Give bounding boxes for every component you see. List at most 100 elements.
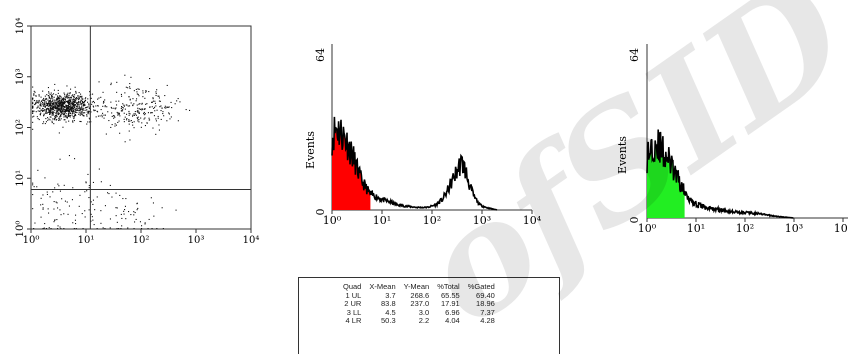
scatter-point	[154, 106, 156, 108]
scatter-point	[125, 104, 127, 106]
scatter-point	[57, 225, 59, 227]
scatter-point	[74, 219, 76, 221]
scatter-point	[60, 115, 62, 117]
scatter-point	[52, 104, 54, 106]
scatter-point	[42, 110, 44, 112]
scatter-point	[126, 119, 128, 121]
scatter-point	[122, 107, 124, 109]
scatter-point	[133, 121, 135, 123]
scatter-point	[59, 190, 61, 192]
scatter-point	[72, 121, 74, 123]
scatter-point	[88, 185, 90, 187]
scatter-point	[39, 114, 41, 116]
scatter-point	[98, 168, 100, 170]
scatter-point	[168, 106, 170, 108]
scatter-point	[116, 91, 118, 93]
scatter-point	[131, 121, 133, 123]
scatter-point	[129, 98, 131, 100]
scatter-point	[103, 117, 105, 119]
scatter-point	[39, 113, 41, 115]
hist-green-line	[646, 129, 794, 219]
scatter-point	[55, 201, 57, 203]
cell: 4.04	[445, 316, 460, 326]
scatter-point	[152, 202, 154, 204]
scatter-point	[113, 115, 115, 117]
scatter-point	[100, 109, 102, 111]
scatter-point	[68, 104, 70, 106]
scatter-point	[121, 110, 123, 112]
scatter-point	[73, 107, 75, 109]
scatter-point	[68, 110, 70, 112]
scatter-point	[136, 209, 138, 211]
scatter-point	[160, 118, 162, 120]
scatter-point	[57, 183, 59, 185]
scatter-point	[51, 114, 53, 116]
table-header-row: Quad X-Mean Y-Mean %Total %Gated	[339, 282, 499, 292]
scatter-point	[102, 227, 104, 229]
scatter-point	[45, 110, 47, 112]
scatter-point	[104, 114, 106, 116]
scatter-point	[121, 95, 123, 97]
scatter-point	[49, 113, 51, 115]
scatter-point	[57, 110, 59, 112]
scatter-point	[56, 110, 58, 112]
scatter-point	[144, 113, 146, 115]
scatter-point	[58, 117, 60, 119]
scatter-point	[55, 100, 57, 102]
scatter-point	[33, 93, 35, 95]
scatter-point	[47, 208, 49, 210]
scatter-point	[97, 111, 99, 113]
scatter-point	[81, 108, 83, 110]
scatter-point	[36, 100, 38, 102]
scatter-point	[93, 109, 95, 111]
scatter-point	[56, 115, 58, 117]
scatter-point	[87, 121, 89, 123]
scatter-point	[40, 197, 42, 199]
scatter-point	[75, 115, 77, 117]
scatter-point	[82, 109, 84, 111]
scatter-point	[119, 115, 121, 117]
scatter-point	[72, 104, 74, 106]
histogram-red-panel: 64 0 Events 10⁰ 10¹ 10² 10³ 10⁴	[304, 44, 542, 227]
scatter-point	[48, 118, 50, 120]
scatter-point	[49, 101, 51, 103]
scatter-point	[53, 89, 55, 91]
scatter-point	[65, 96, 67, 98]
cell: 2.2	[418, 316, 430, 326]
scatter-point	[72, 94, 74, 96]
scatter-point	[149, 106, 151, 108]
scatter-point	[52, 111, 54, 113]
scatter-point	[75, 98, 77, 100]
scatter-point	[155, 91, 157, 93]
scatter-point	[58, 101, 60, 103]
scatter-point	[47, 107, 49, 109]
scatter-point	[72, 105, 74, 107]
scatter-point	[168, 112, 170, 114]
scatter-point	[53, 93, 55, 95]
scatter-point	[75, 109, 77, 111]
scatter-point	[120, 93, 122, 95]
scatter-point	[55, 102, 57, 104]
scatter-point	[32, 102, 34, 104]
scatter-point	[75, 228, 77, 230]
scatter-point	[100, 210, 102, 212]
scatter-point	[101, 114, 103, 116]
scatter-point	[59, 226, 61, 228]
scatter-point	[158, 95, 160, 97]
scatter-point	[133, 90, 135, 92]
scatter-point	[73, 97, 75, 99]
scatter-point	[75, 92, 77, 94]
scatter-point	[57, 99, 59, 101]
scatter-point	[95, 116, 97, 118]
scatter-point	[56, 103, 58, 105]
scatter-point	[103, 114, 105, 116]
scatter-point	[170, 101, 172, 103]
scatter-point	[160, 105, 162, 107]
scatter-point	[56, 202, 58, 204]
scatter-point	[41, 105, 43, 107]
x-tick-label: 10²	[133, 235, 150, 246]
scatter-point	[37, 110, 39, 112]
scatter-point	[71, 111, 73, 113]
scatter-point	[41, 110, 43, 112]
scatter-point	[61, 108, 63, 110]
